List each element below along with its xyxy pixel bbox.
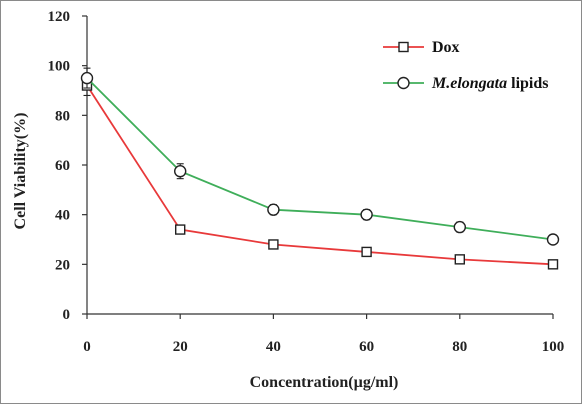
- x-axis-title: Concentration(µg/ml): [250, 374, 399, 391]
- data-point: [547, 259, 559, 270]
- legend-label-italic: M.elongata: [431, 75, 507, 92]
- data-point: [267, 203, 280, 216]
- y-tick-label: 0: [63, 307, 71, 323]
- legend: Dox M.elongata lipids: [383, 39, 548, 92]
- y-tick-label: 40: [55, 208, 70, 224]
- x-tick-label: 40: [266, 339, 281, 355]
- data-point: [360, 208, 373, 221]
- y-tick-label: 100: [48, 59, 71, 75]
- axes: [82, 15, 554, 319]
- series-m-elongata-lipids: [80, 67, 560, 246]
- data-point: [174, 224, 186, 235]
- x-tick-label: 80: [452, 339, 467, 355]
- plot-area: [80, 67, 560, 270]
- x-tick-label: 20: [173, 339, 188, 355]
- data-point: [453, 220, 466, 234]
- tick-labels: 0 20 40 60 80 100 120 0 20 40 60 80 100: [48, 9, 565, 355]
- series-line: [86, 85, 554, 266]
- x-tick-label: 0: [83, 339, 91, 355]
- legend-entry: Dox: [383, 39, 460, 56]
- legend-marker: [398, 41, 409, 53]
- y-tick-label: 120: [48, 9, 71, 25]
- data-point: [546, 233, 560, 246]
- legend-entry: M.elongata lipids: [383, 75, 548, 92]
- series-dox: [81, 75, 559, 270]
- data-point: [80, 71, 94, 85]
- series-line: [86, 77, 554, 241]
- legend-label-suffix: lipids: [507, 75, 548, 92]
- legend-marker: [397, 76, 410, 90]
- data-point: [454, 254, 465, 265]
- data-point: [173, 165, 187, 178]
- legend-label: Dox: [432, 39, 460, 56]
- x-tick-label: 60: [359, 339, 374, 355]
- y-axis-title: Cell Viability(%): [12, 113, 29, 230]
- y-tick-label: 80: [55, 108, 70, 124]
- x-tick-label: 100: [542, 339, 565, 355]
- y-tick-label: 20: [55, 257, 70, 273]
- y-tick-label: 60: [55, 158, 70, 174]
- data-point: [361, 246, 372, 258]
- legend-label: M.elongata lipids: [431, 75, 548, 92]
- data-point: [268, 239, 279, 250]
